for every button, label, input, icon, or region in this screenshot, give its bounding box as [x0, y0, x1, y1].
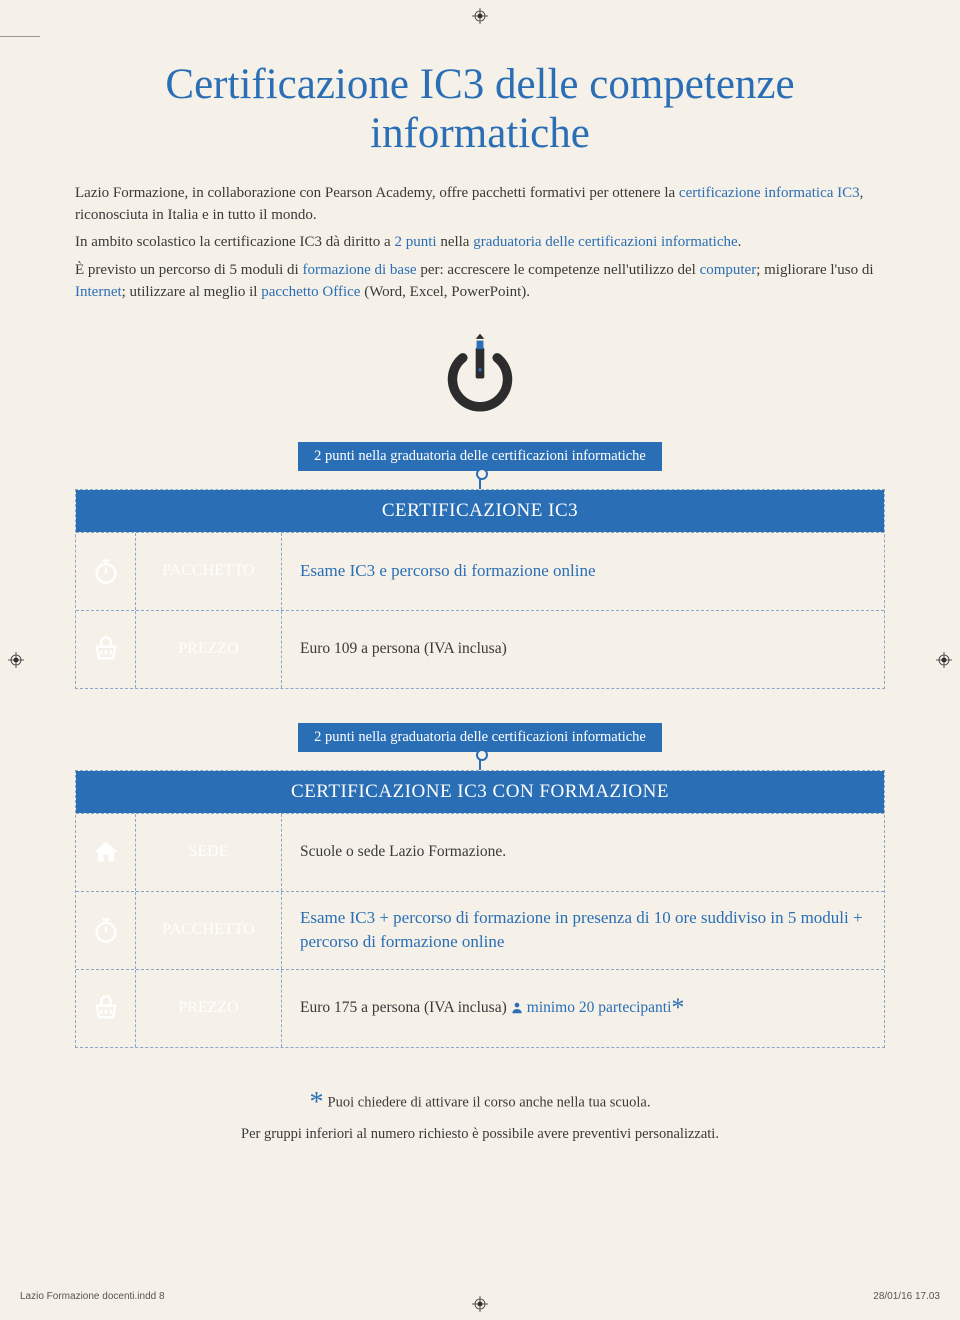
footer-filename: Lazio Formazione docenti.indd 8	[20, 1291, 165, 1302]
stopwatch-icon	[76, 533, 136, 610]
asterisk-icon: *	[671, 990, 684, 1026]
basket-icon	[76, 611, 136, 688]
page-title: Certificazione IC3 delle competenze info…	[75, 60, 885, 159]
row-label: PREZZO	[136, 611, 282, 688]
row-label: PREZZO	[136, 970, 282, 1047]
home-icon	[76, 814, 136, 891]
stopwatch-icon	[76, 892, 136, 969]
power-pencil-icon	[437, 332, 523, 418]
table-header: CERTIFICAZIONE IC3 CON FORMAZIONE	[76, 771, 884, 813]
row-label: PACCHETTO	[136, 533, 282, 610]
person-icon	[510, 1001, 524, 1015]
row-value: Scuole o sede Lazio Formazione.	[282, 814, 884, 891]
table-certificazione-ic3-formazione: CERTIFICAZIONE IC3 CON FORMAZIONE SEDE S…	[75, 770, 885, 1048]
registration-mark-icon	[8, 652, 24, 668]
table-row: PREZZO Euro 109 a persona (IVA inclusa)	[76, 610, 884, 688]
crop-mark	[0, 36, 40, 37]
row-value: Euro 175 a persona (IVA inclusa) minimo …	[282, 970, 884, 1047]
footnote: *Puoi chiedere di attivare il corso anch…	[75, 1082, 885, 1146]
intro-paragraph-2: In ambito scolastico la certificazione I…	[75, 232, 885, 254]
footer-timestamp: 28/01/16 17.03	[873, 1291, 940, 1302]
table-row: PACCHETTO Esame IC3 e percorso di formaz…	[76, 532, 884, 610]
table-row: PREZZO Euro 175 a persona (IVA inclusa) …	[76, 969, 884, 1047]
row-label: PACCHETTO	[136, 892, 282, 969]
intro-paragraph-3: È previsto un percorso di 5 moduli di fo…	[75, 260, 885, 304]
row-value: Euro 109 a persona (IVA inclusa)	[282, 611, 884, 688]
badge-2: 2 punti nella graduatoria delle certific…	[75, 723, 885, 770]
basket-icon	[76, 970, 136, 1047]
registration-mark-icon	[936, 652, 952, 668]
table-row: SEDE Scuole o sede Lazio Formazione.	[76, 813, 884, 891]
intro-paragraph-1: Lazio Formazione, in collaborazione con …	[75, 183, 885, 227]
table-header: CERTIFICAZIONE IC3	[76, 490, 884, 532]
row-label: SEDE	[136, 814, 282, 891]
row-value: Esame IC3 + percorso di formazione in pr…	[282, 892, 884, 969]
print-footer: Lazio Formazione docenti.indd 8 28/01/16…	[20, 1291, 940, 1302]
badge-1: 2 punti nella graduatoria delle certific…	[75, 442, 885, 489]
registration-mark-icon	[472, 8, 488, 24]
row-value: Esame IC3 e percorso di formazione onlin…	[282, 533, 884, 610]
table-row: PACCHETTO Esame IC3 + percorso di formaz…	[76, 891, 884, 969]
table-certificazione-ic3: CERTIFICAZIONE IC3 PACCHETTO Esame IC3 e…	[75, 489, 885, 689]
asterisk-icon: *	[310, 1087, 324, 1118]
